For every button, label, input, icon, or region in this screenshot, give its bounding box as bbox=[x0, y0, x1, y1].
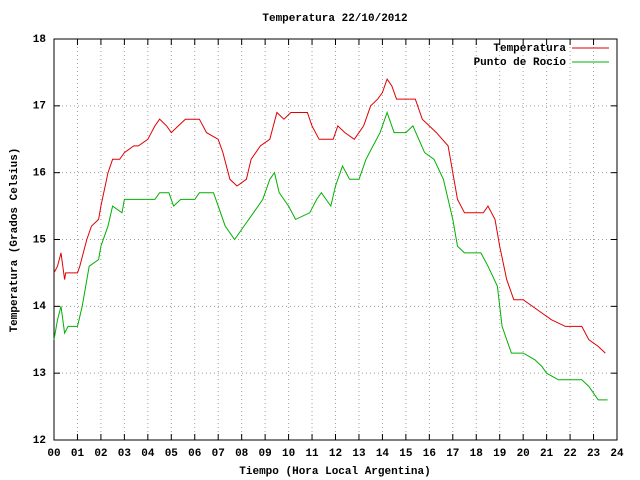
x-tick-label: 18 bbox=[470, 448, 484, 460]
x-axis-label: Tiempo (Hora Local Argentina) bbox=[239, 466, 430, 478]
x-tick-label: 01 bbox=[71, 448, 85, 460]
y-tick-label: 16 bbox=[33, 168, 46, 180]
x-tick-label: 02 bbox=[94, 448, 107, 460]
x-tick-label: 06 bbox=[188, 448, 201, 460]
x-tick-label: 21 bbox=[540, 448, 554, 460]
x-tick-label: 10 bbox=[282, 448, 295, 460]
x-tick-label: 05 bbox=[165, 448, 179, 460]
x-tick-label: 20 bbox=[517, 448, 530, 460]
series-line bbox=[53, 110, 608, 401]
x-tick-label: 09 bbox=[259, 448, 272, 460]
x-tick-label: 13 bbox=[352, 448, 366, 460]
series-line bbox=[53, 78, 606, 354]
x-tick-label: 03 bbox=[118, 448, 132, 460]
x-tick-label: 12 bbox=[329, 448, 342, 460]
y-tick-label: 14 bbox=[33, 301, 47, 313]
x-tick-label: 07 bbox=[212, 448, 225, 460]
x-tick-label: 23 bbox=[587, 448, 601, 460]
plot-border bbox=[53, 38, 618, 441]
y-tick-label: 18 bbox=[33, 34, 47, 46]
chart-title: Temperatura 22/10/2012 bbox=[262, 13, 407, 25]
x-tick-label: 24 bbox=[610, 448, 624, 460]
y-axis-label: Temperatura (Grados Celsius) bbox=[9, 148, 21, 333]
x-tick-label: 11 bbox=[305, 448, 319, 460]
y-tick-label: 17 bbox=[33, 101, 46, 113]
legend-label: Temperatura bbox=[493, 43, 566, 55]
x-tick-label: 15 bbox=[399, 448, 413, 460]
x-tick-label: 04 bbox=[141, 448, 155, 460]
y-tick-label: 12 bbox=[33, 435, 46, 447]
x-tick-label: 19 bbox=[493, 448, 506, 460]
y-tick-label: 13 bbox=[33, 368, 47, 380]
legend-label: Punto de Rocío bbox=[474, 57, 567, 69]
x-tick-label: 16 bbox=[423, 448, 436, 460]
x-tick-label: 08 bbox=[235, 448, 249, 460]
x-tick-label: 00 bbox=[47, 448, 60, 460]
x-tick-label: 22 bbox=[563, 448, 576, 460]
y-tick-label: 15 bbox=[33, 234, 47, 246]
x-tick-label: 17 bbox=[446, 448, 459, 460]
x-tick-label: 14 bbox=[376, 448, 390, 460]
